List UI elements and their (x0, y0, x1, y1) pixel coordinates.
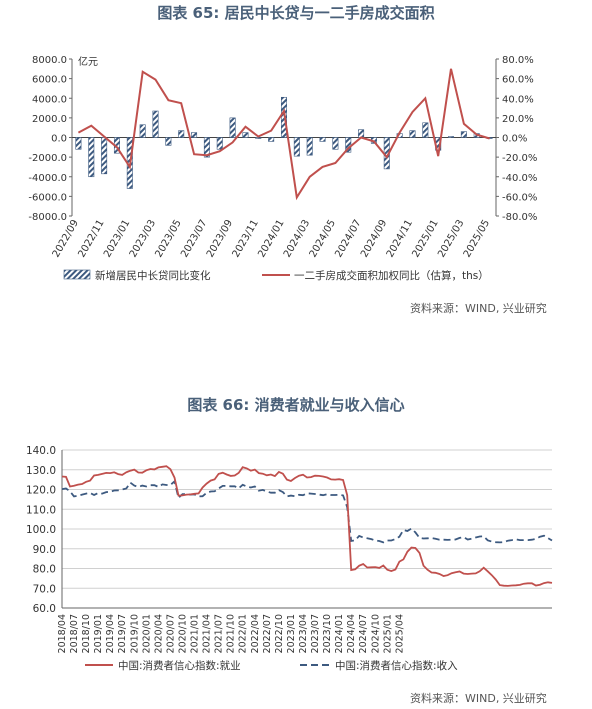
x-tick-label: 2018/10 (81, 614, 92, 653)
right-tick-label: -60.0% (502, 192, 537, 203)
chart1-plot: 8000.0 6000.0 4000.0 2000.0 0.0 -2000.0 -4000.… (28, 55, 537, 282)
x-tick-label: 2019/01 (93, 614, 104, 653)
x-tick-label: 2025/04 (394, 614, 405, 653)
x-tick-label: 2019/10 (129, 614, 140, 653)
loan-bar (409, 130, 416, 138)
income-line (61, 479, 553, 544)
loan-bar (203, 137, 210, 158)
y-tick-label: 140.0 (26, 445, 56, 457)
loan-bar (293, 137, 300, 157)
x-tick-label: 2021/10 (226, 614, 237, 653)
loan-bar (191, 132, 198, 138)
loan-bar (216, 137, 223, 150)
loan-bar (88, 137, 95, 178)
y-tick-label: 80.0 (33, 564, 56, 576)
y-tick-label: 130.0 (26, 465, 56, 477)
x-tick-label: 2024/10 (370, 614, 381, 653)
x-tick-label: 2023/04 (298, 614, 309, 653)
right-tick-label: 40.0% (502, 94, 534, 105)
legend-income-label: 中国:消费者信心指数:收入 (335, 659, 458, 672)
x-tick-label: 2018/04 (57, 614, 68, 653)
left-tick-label: 6000.0 (32, 75, 67, 86)
legend-bar-swatch (63, 269, 91, 280)
left-tick-label: -8000.0 (28, 212, 67, 223)
chart1-source: 资料来源：WIND, 兴业研究 (410, 302, 547, 315)
chart2-title: 图表 66: 消费者就业与收入信心 (187, 396, 405, 414)
x-tick-label: 2024/04 (346, 614, 357, 653)
x-tick-label: 2020/04 (153, 614, 164, 653)
legend-bar-label: 新增居民中长贷同比变化 (95, 269, 211, 282)
legend-line-label: 一二手房成交面积加权同比（估算，ths） (294, 269, 489, 282)
right-tick-label: 20.0% (502, 114, 534, 125)
left-tick-label: 4000.0 (32, 94, 67, 105)
loan-bar (75, 137, 82, 150)
x-tick-label: 2025/01 (382, 614, 393, 653)
left-tick-label: -2000.0 (28, 153, 67, 164)
left-tick-label: -6000.0 (28, 192, 67, 203)
right-tick-label: -20.0% (502, 153, 537, 164)
x-tick-label: 2023/01 (286, 614, 297, 653)
left-tick-label: 0.0 (51, 134, 67, 145)
loan-bar (268, 137, 275, 142)
x-tick-label: 2021/07 (214, 614, 225, 653)
loan-bar (306, 137, 313, 156)
loan-bar (165, 137, 172, 146)
x-tick-label: 2024/07 (358, 614, 369, 653)
y-tick-label: 90.0 (33, 544, 56, 556)
right-tick-label: 60.0% (502, 75, 534, 86)
x-tick-label: 2022/04 (250, 614, 261, 653)
x-tick-label: 2019/07 (117, 614, 128, 653)
x-tick-label: 2024/01 (334, 614, 345, 653)
left-tick-label: -4000.0 (28, 173, 67, 184)
x-tick-label: 2022/10 (274, 614, 285, 653)
left-unit-label: 亿元 (78, 55, 98, 68)
left-tick-label: 8000.0 (32, 55, 67, 66)
x-tick-label: 2018/07 (69, 614, 80, 653)
loan-bar (422, 122, 429, 138)
loan-bar (229, 117, 236, 138)
x-tick-label: 2023/07 (310, 614, 321, 653)
loan-bar (332, 137, 339, 150)
loan-bar (242, 132, 249, 138)
chart2-source: 资料来源：WIND, 兴业研究 (410, 692, 547, 705)
loan-bar (448, 136, 455, 138)
x-tick-label: 2022/07 (262, 614, 273, 653)
right-tick-label: 0.0% (502, 134, 527, 145)
x-tick-label: 2019/04 (105, 614, 116, 653)
y-tick-label: 120.0 (26, 485, 56, 497)
x-tick-label: 2020/07 (165, 614, 176, 653)
x-tick-label: 2022/01 (238, 614, 249, 653)
right-tick-label: 80.0% (502, 55, 534, 66)
x-tick-label: 2021/04 (202, 614, 213, 653)
y-tick-label: 70.0 (33, 583, 56, 595)
loan-bar (319, 137, 326, 142)
legend-employment-label: 中国:消费者信心指数:就业 (118, 659, 241, 672)
x-tick-label: 2021/01 (190, 614, 201, 653)
right-tick-label: -80.0% (502, 212, 537, 223)
loan-bar (152, 110, 159, 138)
y-tick-label: 100.0 (26, 524, 56, 536)
loan-bar (178, 130, 185, 138)
x-tick-label: 2023/10 (322, 614, 333, 653)
x-tick-label: 2020/01 (141, 614, 152, 653)
loan-bar (460, 131, 467, 138)
left-tick-label: 2000.0 (32, 114, 67, 125)
y-tick-label: 60.0 (33, 603, 56, 615)
x-tick-label: 2020/10 (177, 614, 188, 653)
housing-line (77, 68, 490, 201)
y-tick-label: 110.0 (26, 504, 56, 516)
chart1-title: 图表 65: 居民中长贷与一二手房成交面积 (157, 4, 435, 22)
loan-bar (139, 124, 146, 138)
employment-line (61, 465, 553, 587)
right-tick-label: -40.0% (502, 173, 537, 184)
